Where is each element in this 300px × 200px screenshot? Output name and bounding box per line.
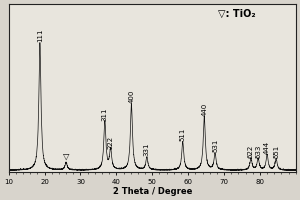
- Text: 622: 622: [248, 144, 254, 158]
- Text: 444: 444: [264, 141, 270, 154]
- Text: 531: 531: [212, 139, 218, 152]
- Text: 331: 331: [144, 143, 150, 156]
- Text: 400: 400: [128, 90, 134, 103]
- X-axis label: 2 Theta / Degree: 2 Theta / Degree: [112, 187, 192, 196]
- Text: 222: 222: [108, 136, 114, 149]
- Text: 511: 511: [180, 128, 186, 141]
- Text: 111: 111: [37, 28, 43, 42]
- Text: 440: 440: [201, 102, 207, 116]
- Text: 311: 311: [102, 107, 108, 121]
- Text: ▽: TiO₂: ▽: TiO₂: [218, 9, 256, 19]
- Text: 551: 551: [273, 144, 279, 158]
- Text: ▽: ▽: [63, 152, 69, 161]
- Text: 533: 533: [255, 144, 261, 158]
